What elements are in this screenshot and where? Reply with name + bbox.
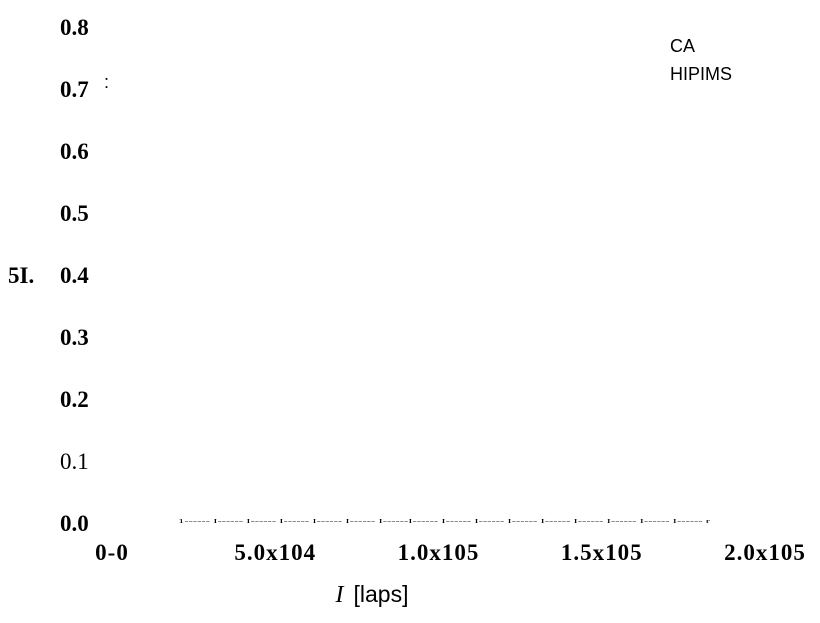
y-axis-label: 5I. [8, 263, 34, 288]
x-tick-label: 0-0 [95, 540, 129, 565]
x-tick-label: 1.0x105 [398, 540, 480, 565]
x-axis-label: I [laps] [335, 581, 409, 608]
x-axis-tick-strip: 1------ I------ I------ I------ I------ … [178, 519, 710, 525]
x-axis-label-variable: I [335, 582, 345, 608]
y-tick-label: 0.0 [60, 511, 89, 536]
y-tick-label: 0.5 [60, 201, 89, 226]
x-axis-label-unit: [laps] [354, 581, 409, 607]
y-tick-labels: 0.8 0.7 0.6 0.5 0.4 0.3 0.2 0.1 0.0 [60, 15, 89, 536]
x-tick-labels: 0-0 5.0x104 1.0x105 1.5x105 2.0x105 [95, 540, 806, 565]
legend: CA HIPIMS [670, 36, 732, 84]
y-tick-label: 0.2 [60, 387, 89, 412]
x-tick-label: 2.0x105 [724, 540, 806, 565]
x-tick-label: 1.5x105 [561, 540, 643, 565]
y-tick-label: 0.8 [60, 15, 89, 40]
y-tick-label: 0.6 [60, 139, 89, 164]
x-tick-label: 5.0x104 [234, 540, 316, 565]
stray-annotation: : [104, 72, 109, 92]
y-tick-label: 0.7 [60, 77, 89, 102]
y-tick-label: 0.1 [60, 449, 89, 474]
y-tick-label: 0.4 [60, 263, 89, 288]
legend-entry-hipims: HIPIMS [670, 64, 732, 84]
y-tick-label: 0.3 [60, 325, 89, 350]
legend-entry-ca: CA [670, 36, 695, 56]
